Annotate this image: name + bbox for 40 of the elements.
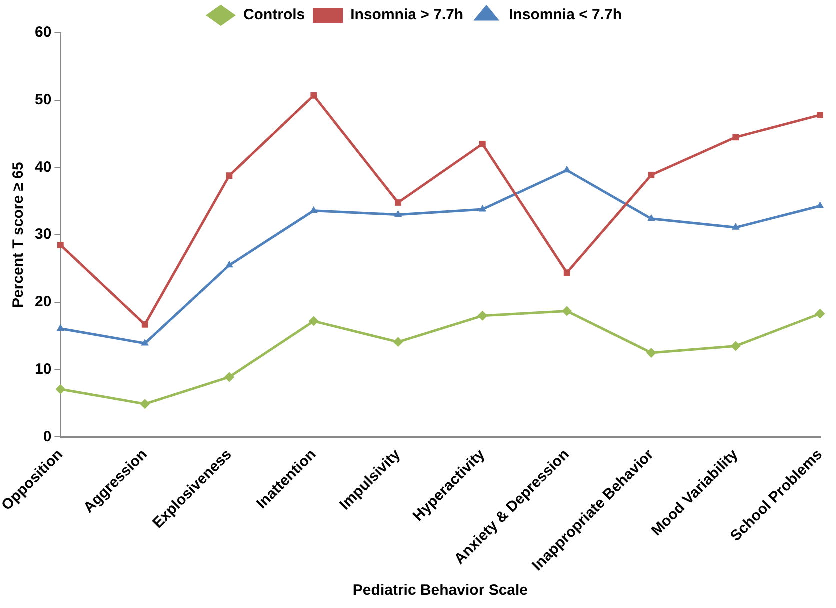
y-tick-label: 40: [34, 158, 52, 176]
point: [140, 399, 150, 410]
point: [648, 172, 655, 178]
point: [56, 324, 65, 331]
point: [732, 134, 740, 141]
y-tick-label: 50: [34, 92, 52, 108]
legend-label: Controls: [243, 6, 306, 24]
point: [562, 306, 572, 316]
point: [310, 92, 318, 99]
point: [141, 339, 149, 346]
point: [393, 337, 404, 348]
y-tick-label: 30: [34, 226, 52, 244]
y-tick-label: 20: [34, 294, 52, 311]
point: [730, 341, 741, 352]
point: [56, 384, 66, 394]
point: [817, 112, 824, 118]
point: [308, 316, 319, 326]
legend-label: Insomnia < 7.7h: [509, 6, 622, 24]
point: [732, 223, 740, 230]
point: [224, 372, 234, 382]
y-axis-title: Percent T score ≥ 65: [10, 162, 28, 308]
legend-label: Insomnia > 7.7h: [350, 6, 464, 24]
point: [648, 214, 656, 222]
point: [816, 202, 824, 208]
point: [478, 204, 487, 212]
point: [646, 348, 656, 358]
point: [395, 200, 402, 206]
point: [479, 140, 486, 148]
point: [478, 310, 488, 321]
point: [564, 270, 570, 276]
point: [226, 260, 234, 268]
point: [226, 172, 233, 179]
point: [394, 210, 402, 218]
x-axis-title: Pediatric Behavior Scale: [352, 582, 528, 600]
point: [58, 242, 64, 248]
y-tick-label: 0: [43, 428, 52, 446]
point: [815, 308, 826, 319]
y-tick-label: 10: [34, 360, 52, 378]
y-tick-label: 60: [34, 24, 52, 42]
point: [142, 321, 148, 328]
